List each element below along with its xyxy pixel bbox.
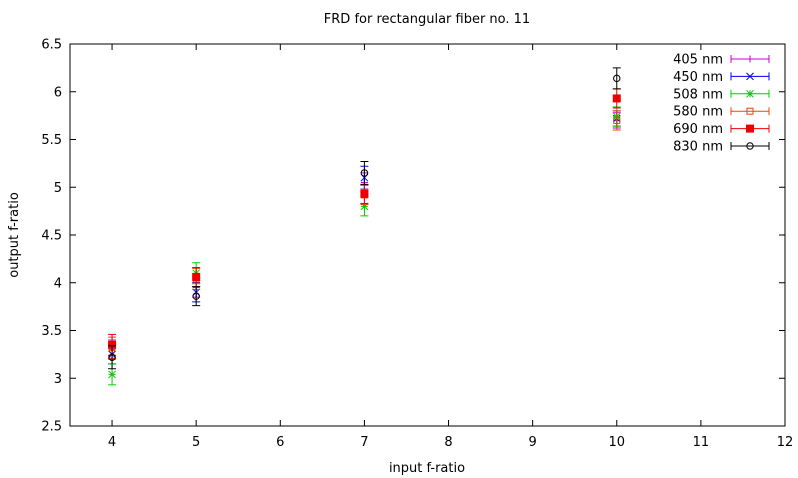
marker-filled-square xyxy=(746,124,754,133)
legend-item: 508 nm xyxy=(673,87,770,102)
marker-filled-square xyxy=(612,94,621,103)
axis-tick-labels: 4 5 6 7 8 9 10 11 12 2.5 3 3.5 4 4.5 5 5.5 6 6.5 xyxy=(41,38,793,451)
legend-label: 690 nm xyxy=(673,122,723,137)
y-tick-label: 3 xyxy=(54,372,62,387)
legend-label: 508 nm xyxy=(673,87,723,102)
x-axis-title: input f-ratio xyxy=(389,461,465,476)
marker-star xyxy=(108,370,116,379)
legend-line xyxy=(730,142,770,150)
series-405-nm xyxy=(108,112,621,360)
y-tick-label: 6.5 xyxy=(41,38,62,53)
x-tick-label: 11 xyxy=(693,435,710,450)
legend-label: 580 nm xyxy=(673,105,723,120)
legend-item: 830 nm xyxy=(673,140,770,155)
legend-label: 450 nm xyxy=(673,70,723,85)
legend-label: 405 nm xyxy=(673,53,723,68)
series-580-nm xyxy=(108,110,621,359)
x-tick-label: 6 xyxy=(276,435,284,450)
marker-open-circle xyxy=(613,74,621,83)
marker-open-circle xyxy=(108,353,116,361)
legend: 405 nm 450 nm 508 nm 580 nm 690 nm 830 nm xyxy=(673,53,770,155)
marker-open-square xyxy=(613,116,621,124)
series-690-nm xyxy=(108,88,621,356)
y-tick-label: 6 xyxy=(54,85,62,100)
x-tick-label: 10 xyxy=(608,435,625,450)
y-tick-label: 4 xyxy=(54,276,62,291)
error-bar xyxy=(612,67,621,90)
y-tick-label: 5 xyxy=(54,181,62,196)
marker-open-square xyxy=(746,107,754,115)
y-tick-label: 4.5 xyxy=(41,229,62,244)
y-tick-label: 3.5 xyxy=(41,324,62,339)
y-tick-label: 2.5 xyxy=(41,420,62,435)
y-tick-label: 5.5 xyxy=(41,133,62,148)
marker-plus xyxy=(746,55,754,63)
x-tick-label: 7 xyxy=(360,435,368,450)
legend-item: 405 nm xyxy=(673,53,770,68)
series-450-nm xyxy=(108,110,621,365)
error-bar xyxy=(360,160,369,185)
marker-open-circle xyxy=(192,292,200,300)
marker-open-circle xyxy=(360,169,369,177)
marker-filled-square xyxy=(360,189,369,198)
y-axis-title: output f-ratio xyxy=(7,192,22,278)
data-series xyxy=(108,67,621,386)
legend-item: 580 nm xyxy=(673,105,770,120)
x-tick-label: 5 xyxy=(192,435,200,450)
legend-line xyxy=(730,107,770,116)
x-tick-label: 8 xyxy=(444,435,452,450)
series-830-nm xyxy=(108,67,621,370)
x-tick-label: 4 xyxy=(108,435,116,450)
x-tick-label: 9 xyxy=(529,435,537,450)
chart-title: FRD for rectangular fiber no. 11 xyxy=(324,12,530,27)
legend-label: 830 nm xyxy=(673,140,723,155)
error-bar xyxy=(192,286,201,307)
marker-star xyxy=(746,89,754,98)
marker-star xyxy=(360,202,369,211)
error-bar xyxy=(612,110,621,131)
error-bar xyxy=(108,345,117,370)
axis-ticks xyxy=(70,43,786,427)
marker-open-circle xyxy=(746,142,754,150)
x-tick-label: 12 xyxy=(777,435,794,450)
legend-item: 690 nm xyxy=(673,122,770,137)
legend-item: 450 nm xyxy=(673,70,770,85)
marker-filled-square xyxy=(192,273,201,282)
series-508-nm xyxy=(108,106,621,386)
marker-cross xyxy=(746,72,754,81)
